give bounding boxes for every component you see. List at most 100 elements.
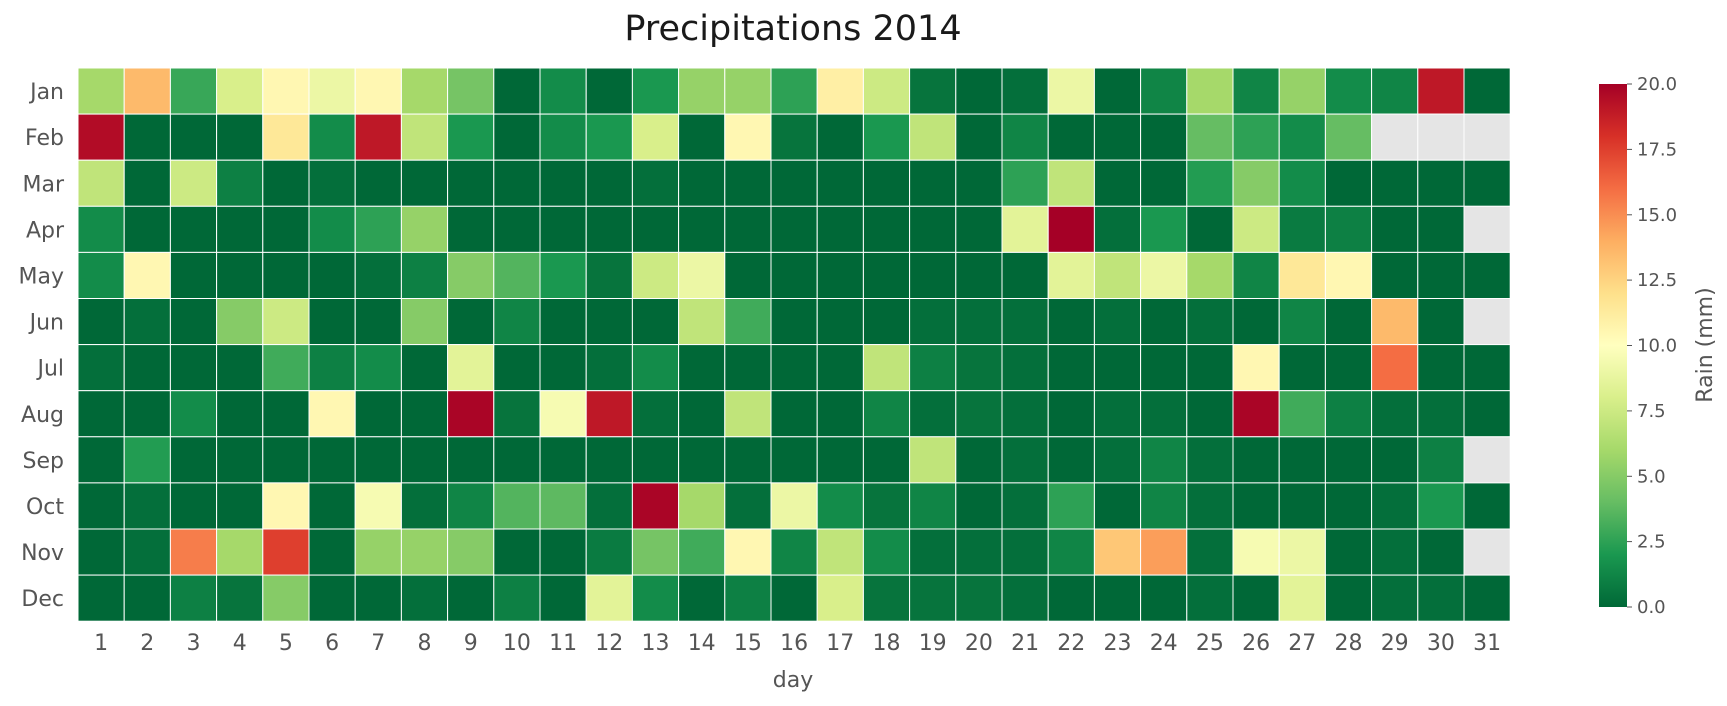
heatmap-cell-dec-26 — [1232, 574, 1280, 622]
heatmap-cell-jul-24 — [1140, 344, 1188, 392]
colorbar-tick-labels: 0.0 2.5 5.0 7.5 10.0 12.5 15.0 17.5 20.0 — [1627, 74, 1677, 618]
heatmap-cell-mar-5 — [262, 159, 310, 207]
heatmap-cell-may-11 — [539, 251, 587, 299]
heatmap-cell-jul-15 — [724, 344, 772, 392]
heatmap-cell-sep-26 — [1232, 436, 1280, 484]
y-tick-label-mar: Mar — [22, 172, 64, 197]
heatmap-cell-nov-28 — [1324, 528, 1373, 576]
heatmap-cell-mar-25 — [1186, 159, 1234, 207]
heatmap-cell-sep-14 — [678, 436, 726, 484]
heatmap-cell-jul-31 — [1463, 344, 1511, 392]
y-tick-label-dec: Dec — [21, 587, 64, 612]
heatmap-cell-may-18 — [862, 251, 911, 299]
heatmap-cell-sep-22 — [1047, 436, 1095, 484]
chart-title: Precipitations 2014 — [624, 9, 961, 49]
heatmap-cell-jan-9 — [447, 67, 495, 115]
heatmap-cell-jul-4 — [216, 344, 264, 392]
heatmap-cell-mar-26 — [1232, 159, 1280, 207]
heatmap-cell-dec-17 — [816, 574, 864, 622]
heatmap-cell-sep-23 — [1093, 436, 1142, 484]
heatmap-cell-jul-14 — [678, 344, 726, 392]
x-tick-label-28: 28 — [1335, 631, 1363, 656]
heatmap-cell-jan-11 — [539, 67, 587, 115]
heatmap-cell-mar-17 — [816, 159, 864, 207]
heatmap-cell-nov-13 — [631, 528, 680, 576]
heatmap-cell-nov-12 — [585, 528, 633, 576]
x-tick-label-19: 19 — [919, 631, 947, 656]
heatmap-cell-feb-23 — [1093, 113, 1142, 161]
heatmap-cell-sep-30 — [1417, 436, 1465, 484]
heatmap-cell-jun-31 — [1463, 298, 1511, 346]
heatmap-cell-jan-23 — [1093, 67, 1142, 115]
heatmap-cell-jun-1 — [77, 298, 125, 346]
heatmap-cell-nov-5 — [262, 528, 310, 576]
heatmap-cell-mar-15 — [724, 159, 772, 207]
heatmap-cell-dec-6 — [308, 574, 356, 622]
heatmap-cell-jul-7 — [354, 344, 402, 392]
heatmap-cell-sep-27 — [1278, 436, 1326, 484]
colorbar-tick-label: 17.5 — [1637, 139, 1677, 160]
heatmap-cell-apr-6 — [308, 205, 356, 253]
heatmap-cell-apr-10 — [493, 205, 541, 253]
heatmap-cell-mar-31 — [1463, 159, 1511, 207]
x-tick-label-13: 13 — [642, 631, 670, 656]
heatmap-cell-aug-8 — [400, 390, 449, 438]
heatmap-cell-feb-2 — [123, 113, 171, 161]
heatmap-cell-aug-5 — [262, 390, 310, 438]
heatmap-cell-jul-21 — [1001, 344, 1049, 392]
colorbar — [1599, 84, 1627, 607]
heatmap-cell-dec-16 — [770, 574, 818, 622]
heatmap-cell-jan-7 — [354, 67, 402, 115]
heatmap-cell-may-19 — [909, 251, 957, 299]
heatmap-cell-aug-27 — [1278, 390, 1326, 438]
heatmap-cell-dec-13 — [631, 574, 680, 622]
heatmap-cell-dec-22 — [1047, 574, 1095, 622]
heatmap-cell-jan-8 — [400, 67, 449, 115]
heatmap-cell-sep-10 — [493, 436, 541, 484]
x-tick-label-22: 22 — [1057, 631, 1085, 656]
heatmap-cell-aug-14 — [678, 390, 726, 438]
heatmap-cell-dec-12 — [585, 574, 633, 622]
heatmap-cell-mar-24 — [1140, 159, 1188, 207]
heatmap-cell-may-15 — [724, 251, 772, 299]
heatmap-cell-nov-21 — [1001, 528, 1049, 576]
heatmap-cell-nov-8 — [400, 528, 449, 576]
heatmap-cell-jan-27 — [1278, 67, 1326, 115]
heatmap-cell-nov-20 — [955, 528, 1003, 576]
heatmap-cell-nov-25 — [1186, 528, 1234, 576]
heatmap-cell-oct-19 — [909, 482, 957, 530]
heatmap-cell-nov-11 — [539, 528, 587, 576]
heatmap-cell-jun-19 — [909, 298, 957, 346]
heatmap-cell-may-22 — [1047, 251, 1095, 299]
heatmap-cell-aug-12 — [585, 390, 633, 438]
heatmap-cell-jun-15 — [724, 298, 772, 346]
heatmap-cell-dec-7 — [354, 574, 402, 622]
heatmap-cell-aug-15 — [724, 390, 772, 438]
heatmap-cell-jul-11 — [539, 344, 587, 392]
heatmap-cell-oct-21 — [1001, 482, 1049, 530]
heatmap-cell-feb-15 — [724, 113, 772, 161]
colorbar-tick-label: 12.5 — [1637, 270, 1677, 291]
heatmap-cell-feb-1 — [77, 113, 125, 161]
heatmap-cell-apr-11 — [539, 205, 587, 253]
colorbar-tick-label: 0.0 — [1637, 597, 1666, 618]
heatmap-cell-feb-24 — [1140, 113, 1188, 161]
y-tick-label-sep: Sep — [23, 449, 64, 474]
x-axis-label: day — [773, 668, 813, 693]
heatmap-cell-feb-17 — [816, 113, 864, 161]
heatmap-cell-jun-11 — [539, 298, 587, 346]
heatmap-cell-feb-19 — [909, 113, 957, 161]
heatmap-cell-mar-9 — [447, 159, 495, 207]
heatmap-cell-dec-24 — [1140, 574, 1188, 622]
heatmap-cell-oct-11 — [539, 482, 587, 530]
heatmap-cell-may-9 — [447, 251, 495, 299]
heatmap-cell-dec-1 — [77, 574, 125, 622]
heatmap-cell-oct-23 — [1093, 482, 1142, 530]
x-tick-label-24: 24 — [1150, 631, 1178, 656]
heatmap-cell-mar-29 — [1371, 159, 1419, 207]
heatmap-cell-oct-29 — [1371, 482, 1419, 530]
heatmap-cell-dec-3 — [169, 574, 218, 622]
colorbar-tick-label: 2.5 — [1637, 532, 1666, 553]
heatmap-cell-mar-21 — [1001, 159, 1049, 207]
heatmap-cell-dec-19 — [909, 574, 957, 622]
